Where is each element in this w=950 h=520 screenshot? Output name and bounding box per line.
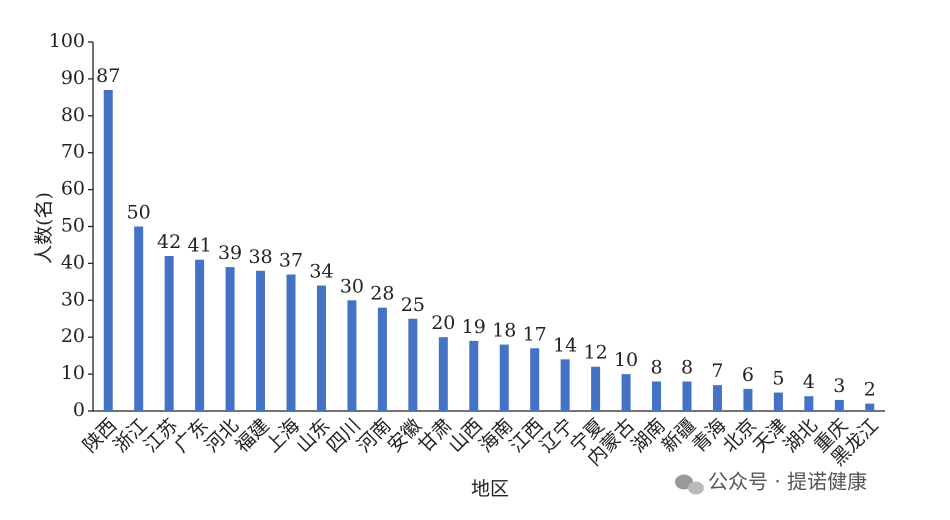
value-label: 6	[742, 364, 754, 386]
value-label: 39	[218, 242, 242, 264]
bar	[103, 89, 113, 411]
bar	[134, 226, 144, 411]
value-label: 87	[96, 65, 120, 87]
x-axis-label: 地区	[471, 478, 509, 500]
bar	[256, 270, 266, 411]
value-label: 12	[584, 342, 608, 364]
bar	[438, 337, 448, 411]
value-label: 41	[188, 235, 212, 257]
bar	[499, 344, 509, 411]
value-label: 30	[340, 275, 364, 297]
y-tick-label: 50	[61, 215, 85, 237]
bar	[743, 388, 753, 411]
value-label: 17	[523, 323, 547, 345]
value-label: 7	[711, 360, 723, 382]
y-tick-label: 30	[61, 288, 85, 310]
bar	[195, 259, 205, 411]
y-tick-label: 70	[61, 141, 85, 163]
value-label: 19	[462, 316, 486, 338]
bar	[652, 381, 662, 411]
value-label: 37	[279, 249, 303, 271]
value-label: 25	[401, 294, 425, 316]
bar	[225, 267, 235, 411]
y-tick-label: 90	[61, 67, 85, 89]
bar	[530, 348, 540, 411]
bar	[408, 318, 418, 411]
y-tick-label: 20	[61, 325, 85, 347]
watermark: 公众号 · 提诺健康	[708, 470, 867, 494]
value-label: 5	[772, 368, 784, 390]
y-tick-label: 60	[61, 178, 85, 200]
value-label: 28	[370, 283, 394, 305]
y-tick-label: 40	[61, 251, 85, 273]
bar	[712, 385, 722, 411]
bar	[773, 392, 783, 411]
value-label: 8	[650, 356, 662, 378]
value-label: 20	[431, 312, 455, 334]
bar	[834, 399, 844, 411]
value-label: 18	[492, 320, 516, 342]
bar	[377, 307, 387, 411]
bar	[347, 300, 357, 411]
bar	[682, 381, 692, 411]
bar	[591, 366, 601, 411]
bar	[286, 274, 296, 411]
value-label: 38	[248, 246, 272, 268]
value-label: 34	[309, 261, 333, 283]
bar	[560, 359, 570, 411]
bar	[316, 285, 326, 411]
y-tick-label: 100	[49, 30, 85, 52]
bar	[804, 396, 814, 411]
y-tick-label: 10	[61, 362, 85, 384]
bar	[621, 374, 631, 411]
value-label: 3	[833, 375, 845, 397]
value-label: 2	[864, 379, 876, 401]
watermark-icon	[675, 474, 704, 495]
bar	[164, 256, 174, 411]
y-tick-label: 80	[61, 104, 85, 126]
value-label: 4	[803, 371, 815, 393]
y-axis-label: 人数(名)	[33, 192, 55, 264]
y-tick-label: 0	[73, 399, 85, 421]
value-label: 10	[614, 349, 638, 371]
bar	[865, 403, 875, 411]
value-label: 50	[127, 202, 151, 224]
value-label: 8	[681, 356, 693, 378]
value-label: 42	[157, 231, 181, 253]
value-label: 14	[553, 334, 577, 356]
bar	[469, 340, 479, 411]
